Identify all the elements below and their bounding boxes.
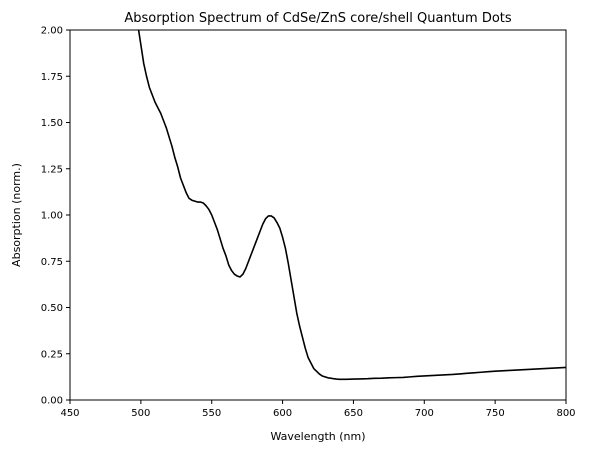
x-tick-label: 700: [415, 408, 434, 419]
y-axis-ticks: 0.00 0.25 0.50 0.75 1.00 1.25 1.50 1.75 2.00: [41, 26, 70, 407]
x-tick-label: 600: [273, 408, 292, 419]
plot-frame: [69, 29, 567, 401]
data-layer: [137, 30, 566, 381]
y-tick-label: 0.50: [41, 303, 63, 314]
x-axis-ticks: 450 500 550 600 650 700 750 800: [60, 400, 576, 419]
y-tick-label: 0.00: [41, 396, 63, 407]
y-axis-label: Absorption (norm.): [10, 163, 23, 267]
x-tick-label: 650: [344, 408, 363, 419]
x-tick-label: 450: [60, 408, 79, 419]
y-tick-label: 1.50: [41, 118, 63, 129]
x-tick-label: 750: [486, 408, 505, 419]
x-axis-label: Wavelength (nm): [270, 430, 365, 443]
x-tick-label: 800: [556, 408, 575, 419]
y-tick-label: 0.75: [41, 257, 63, 268]
chart-title: Absorption Spectrum of CdSe/ZnS core/she…: [124, 11, 512, 26]
y-tick-label: 1.75: [41, 72, 63, 83]
x-tick-label: 500: [131, 408, 150, 419]
y-tick-label: 0.25: [41, 349, 63, 360]
y-tick-label: 1.25: [41, 164, 63, 175]
absorption-series-line: [137, 30, 566, 381]
plot-area: [69, 29, 567, 401]
y-tick-label: 1.00: [41, 211, 63, 222]
x-tick-label: 550: [202, 408, 221, 419]
y-tick-label: 2.00: [41, 26, 63, 37]
